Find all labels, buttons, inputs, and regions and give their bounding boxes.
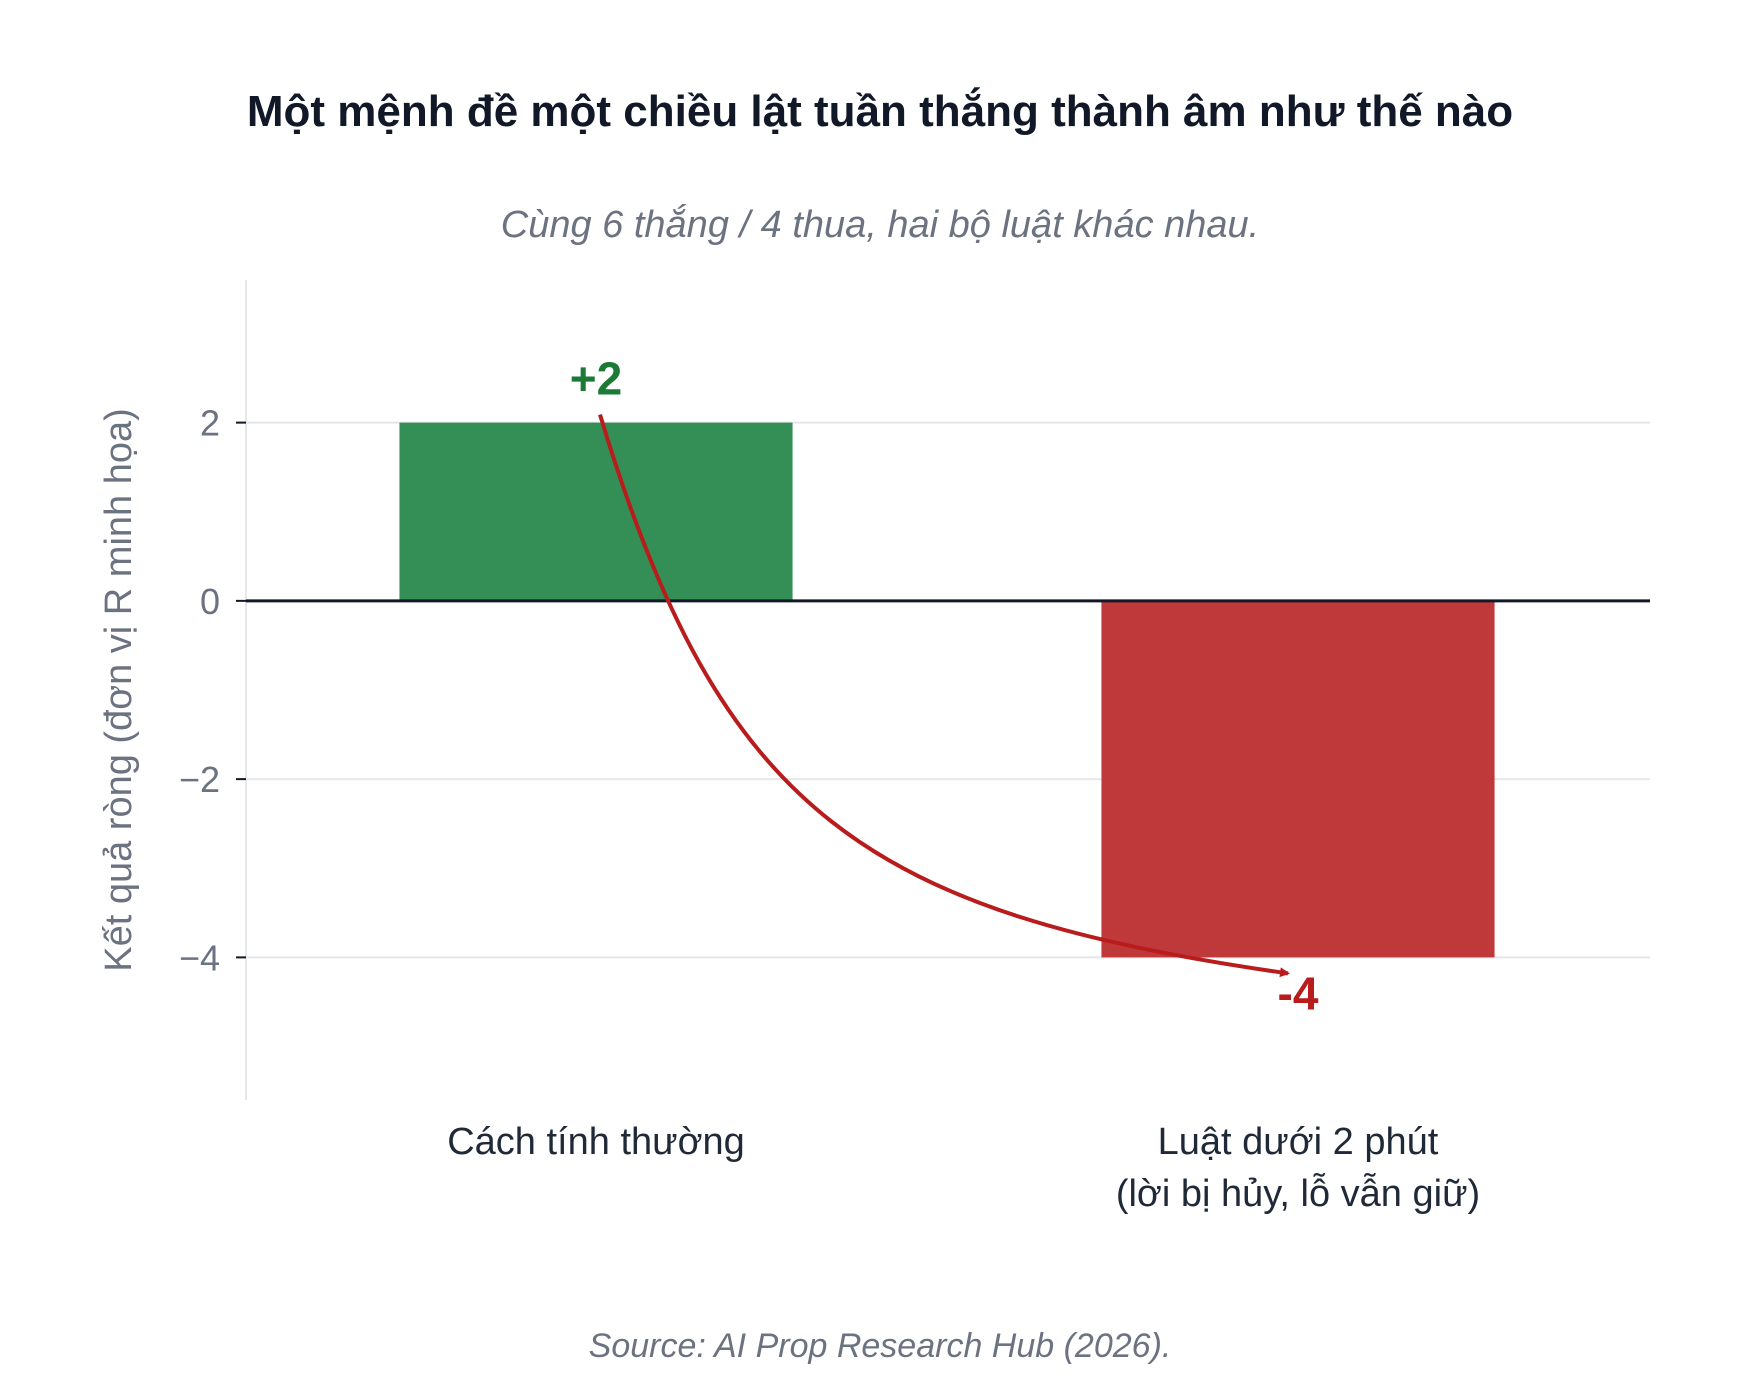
y-tick-label: −2: [179, 759, 220, 800]
bar: [399, 422, 793, 601]
y-tick-label: 2: [200, 403, 220, 444]
y-tick-label: −4: [179, 937, 220, 978]
source-note: Source: AI Prop Research Hub (2026).: [589, 1327, 1172, 1365]
chart-subtitle: Cùng 6 thắng / 4 thua, hai bộ luật khác …: [501, 203, 1259, 246]
x-tick-label: Luật dưới 2 phút: [1158, 1121, 1439, 1163]
bar: [1101, 600, 1495, 958]
y-tick-label: 0: [200, 581, 220, 622]
value-label: -4: [1278, 967, 1319, 1019]
value-label: +2: [570, 353, 622, 405]
x-tick-label: (lời bị hủy, lỗ vẫn giữ): [1116, 1172, 1480, 1215]
y-axis-label: Kết quả ròng (đơn vị R minh họa): [98, 408, 140, 972]
x-tick-label: Cách tính thường: [447, 1121, 745, 1163]
transition-arrow: [598, 414, 1290, 978]
chart-title: Một mệnh đề một chiều lật tuần thắng thà…: [247, 86, 1513, 136]
